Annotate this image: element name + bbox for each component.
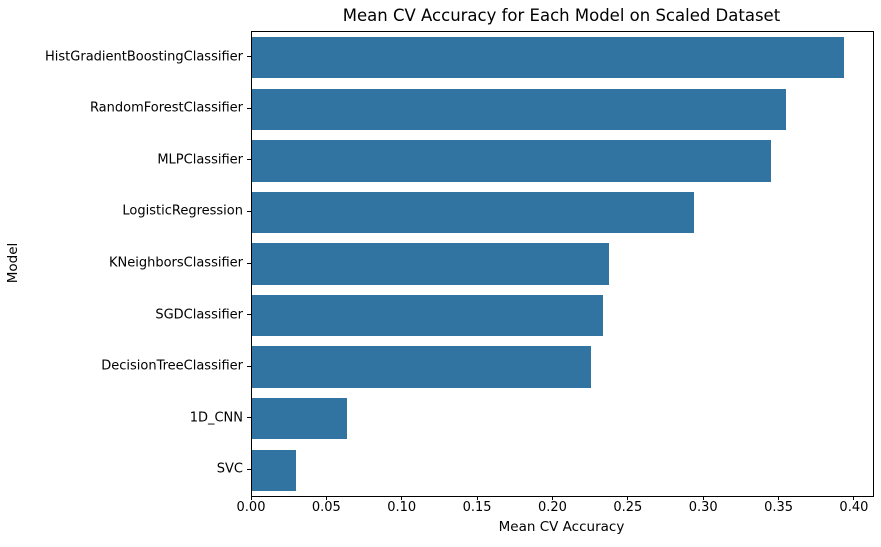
- x-tick-mark: [476, 496, 478, 500]
- x-tick-label: 0.00: [236, 500, 266, 515]
- bar: [252, 398, 347, 440]
- x-tick-mark: [401, 496, 403, 500]
- x-tick-mark: [551, 496, 553, 500]
- y-tick-mark: [247, 417, 251, 419]
- y-tick-label: LogisticRegression: [122, 203, 243, 219]
- bar: [252, 449, 296, 491]
- y-tick-label: DecisionTreeClassifier: [101, 358, 243, 374]
- x-tick-label: 0.40: [839, 500, 869, 515]
- plot-area: [251, 31, 874, 497]
- y-tick-mark: [247, 314, 251, 316]
- y-tick-mark: [247, 107, 251, 109]
- y-axis-label: Model: [5, 242, 21, 284]
- x-tick-mark: [778, 496, 780, 500]
- y-tick-label: RandomForestClassifier: [89, 100, 243, 116]
- x-tick-label: 0.30: [688, 500, 718, 515]
- y-tick-mark: [247, 159, 251, 161]
- y-tick-label: HistGradientBoostingClassifier: [45, 49, 243, 65]
- bar: [252, 88, 786, 130]
- x-tick-label: 0.20: [537, 500, 567, 515]
- bar: [252, 294, 604, 337]
- chart-title: Mean CV Accuracy for Each Model on Scale…: [342, 6, 781, 25]
- y-tick-mark: [247, 365, 251, 367]
- bar: [252, 191, 694, 234]
- x-tick-mark: [853, 496, 855, 500]
- x-tick-mark: [250, 496, 252, 500]
- y-tick-label: SGDClassifier: [155, 307, 243, 323]
- x-tick-mark: [627, 496, 629, 500]
- y-tick-label: KNeighborsClassifier: [108, 255, 243, 271]
- bar: [252, 140, 771, 182]
- x-axis-label: Mean CV Accuracy: [498, 519, 625, 535]
- y-tick-label: 1D_CNN: [189, 410, 243, 426]
- x-tick-label: 0.15: [462, 500, 492, 515]
- y-tick-mark: [247, 56, 251, 58]
- x-tick-label: 0.25: [613, 500, 643, 515]
- bar: [252, 243, 610, 285]
- x-tick-mark: [325, 496, 327, 500]
- y-tick-mark: [247, 468, 251, 470]
- y-tick-label: MLPClassifier: [157, 152, 243, 168]
- x-tick-mark: [702, 496, 704, 500]
- y-tick-mark: [247, 210, 251, 212]
- x-tick-label: 0.10: [387, 500, 417, 515]
- x-tick-label: 0.05: [311, 500, 341, 515]
- bar: [252, 346, 592, 388]
- y-tick-mark: [247, 262, 251, 264]
- x-tick-label: 0.35: [764, 500, 794, 515]
- y-tick-label: SVC: [216, 461, 243, 477]
- bar: [252, 37, 845, 79]
